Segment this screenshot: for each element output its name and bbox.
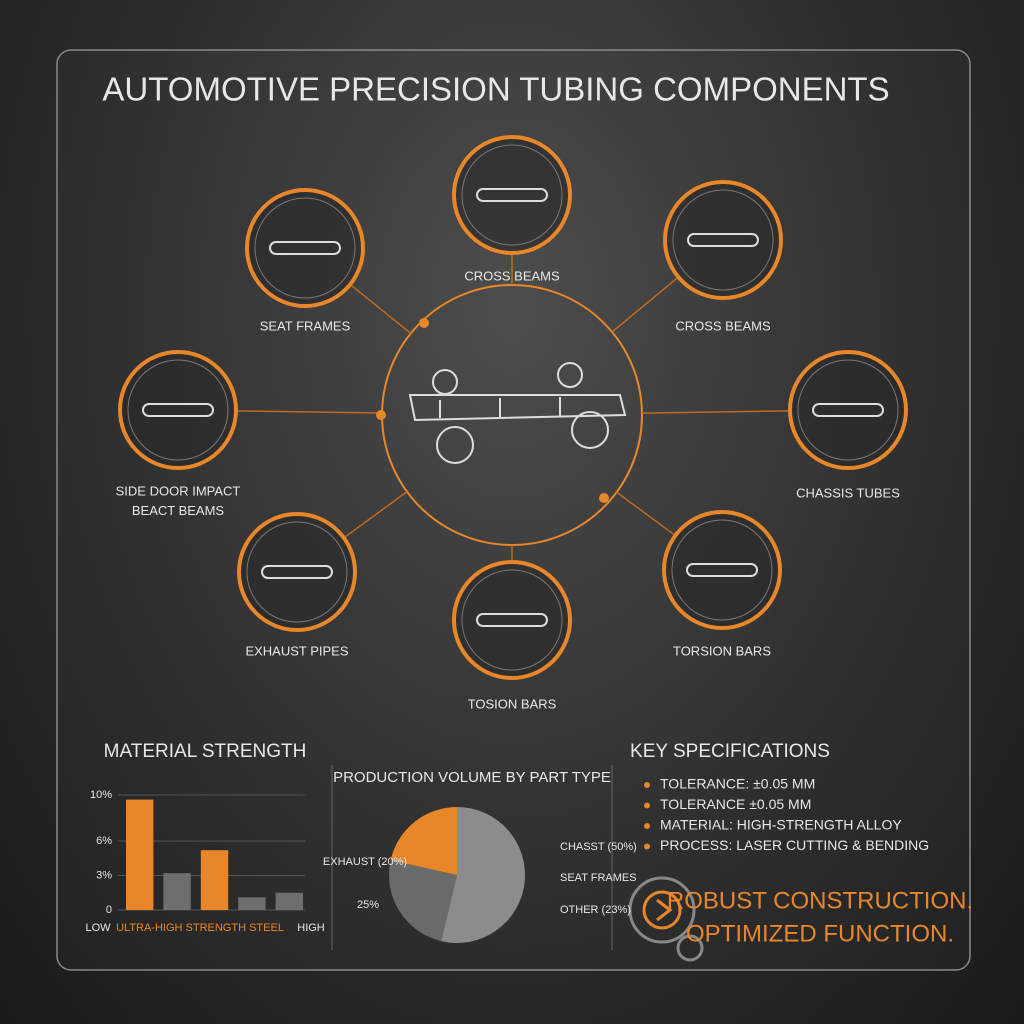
pie-slice [390,807,457,875]
bar-chart: MATERIAL STRENGTH 10% 6% 3% 0 LOW ULTRA-HIGH S… [85,741,324,934]
node-label: CROSS BEAMS [675,318,771,333]
spec-item: TOLERANCE ±0.05 MM [660,796,811,812]
node-inner [672,189,774,291]
node-ring [118,350,238,470]
x-label-right: HIGH [297,922,325,934]
node-inner [797,359,899,461]
connector [343,491,408,539]
node-ring [237,512,357,632]
slogan-line: OPTIMIZED FUNCTION. [686,920,954,947]
node-inner [671,519,773,621]
connector [235,410,383,414]
node-icon [476,188,548,202]
connector [349,283,412,334]
connector [641,410,791,414]
node-label: SEAT FRAMES [260,318,351,333]
node-label: CROSS BEAMS [464,268,560,283]
node-label-cont: BEACT BEAMS [132,503,225,518]
node-inner [127,359,229,461]
node-inner [254,197,356,299]
node-ring [452,560,572,680]
pie-label: EXHAUST (20%) [323,856,407,868]
node-label: TORSION BARS [673,643,771,658]
slogan-line: ROBUST CONSTRUCTION. [667,887,973,914]
x-label-center: ULTRA-HIGH STRENGTH STEEL [116,922,284,934]
node-ring [662,510,782,630]
y-tick-label: 10% [90,789,112,801]
gear-icon [628,876,704,962]
pie-label: CHASST (50%) [560,841,637,853]
bullet [644,843,650,850]
hub-dot [599,493,609,503]
spec-item: PROCESS: LASER CUTTING & BENDING [660,837,929,853]
pie-annotation: 25% [357,899,379,911]
node-icon [812,403,884,417]
y-tick-label: 6% [96,835,112,847]
bar [200,850,229,910]
bullet [644,823,650,829]
bar [163,873,191,910]
node-ring [452,135,572,255]
node-icon [142,403,214,417]
pie-label: OTHER (23%) [560,904,631,916]
panel [56,49,971,971]
y-tick-label: 3% [96,869,112,881]
node-label: EXHAUST PIPES [245,643,348,658]
hub-dot [419,318,429,328]
node-ring [245,188,365,308]
connector [611,276,679,333]
node-ring [788,350,908,470]
node-icon [261,565,333,579]
pie-annotation: SEAT FRAMES [560,872,637,884]
bullet [644,802,650,809]
x-label-left: LOW [85,922,111,934]
node-label: CHASSIS TUBES [796,485,900,500]
bar-title: MATERIAL STRENGTH [104,741,307,762]
node-ring [663,180,783,300]
spec-item: MATERIAL: HIGH-STRENGTH ALLOY [660,817,902,833]
node-inner [461,144,563,246]
bar [238,897,266,910]
node-icon [476,613,548,627]
node-icon [687,233,759,247]
specs-title: KEY SPECIFICATIONS [630,741,830,762]
node-label: TOSION BARS [468,696,557,711]
spec-item: TOLERANCE: ±0.05 MM [660,776,815,792]
bullet [644,782,650,788]
pie-title: PRODUCTION VOLUME BY PART TYPE [333,769,611,786]
hub-dot [376,410,386,420]
bar [275,892,303,910]
y-tick-label: 0 [106,904,112,916]
node-inner [461,569,563,671]
title: AUTOMOTIVE PRECISION TUBING COMPONENTS [102,71,889,108]
bar [126,799,154,910]
node-icon [686,563,758,577]
pie-slice [441,807,525,943]
connector [616,491,676,537]
node-icon [269,241,341,255]
pie-slice [389,860,457,942]
node-inner [246,521,348,623]
